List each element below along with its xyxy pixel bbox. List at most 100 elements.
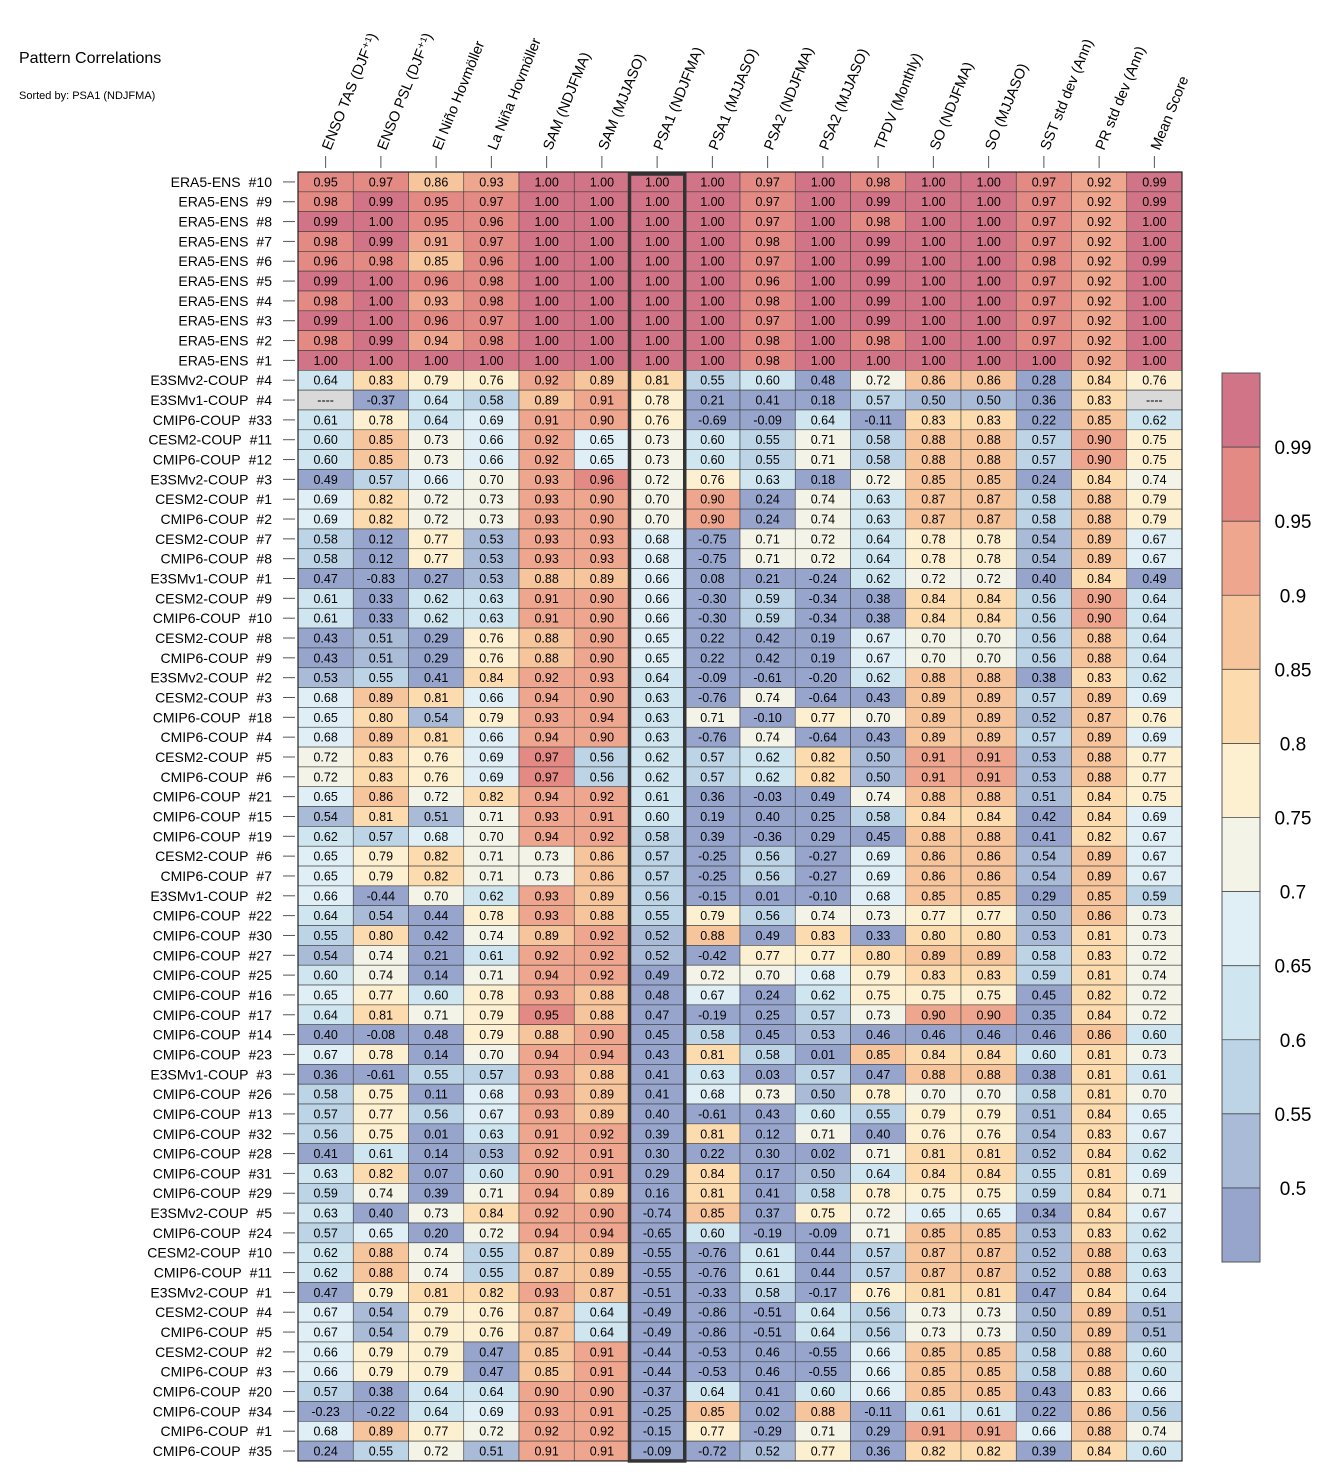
cell-value: 0.71 bbox=[811, 1127, 835, 1141]
cell-value: 0.24 bbox=[1032, 473, 1056, 487]
cell-value: 0.64 bbox=[645, 671, 669, 685]
cell-value: 1.00 bbox=[700, 215, 724, 229]
cell-value: 0.77 bbox=[811, 949, 835, 963]
cell-value: 0.64 bbox=[1142, 632, 1166, 646]
cell-value: 0.70 bbox=[479, 473, 503, 487]
cell-value: 0.79 bbox=[700, 909, 724, 923]
cell-value: 0.77 bbox=[811, 1445, 835, 1459]
cell-value: 0.60 bbox=[1142, 1028, 1166, 1042]
cell-value: 0.70 bbox=[424, 889, 448, 903]
cell-value: 0.81 bbox=[921, 1286, 945, 1300]
row-label: CMIP6-COUP #13 bbox=[153, 1106, 272, 1122]
cell-value: 0.92 bbox=[534, 1147, 558, 1161]
cell-value: 0.12 bbox=[369, 532, 393, 546]
cell-value: 0.57 bbox=[645, 869, 669, 883]
row-label: CMIP6-COUP #7 bbox=[161, 868, 273, 884]
cell-value: 0.91 bbox=[590, 810, 614, 824]
cell-value: 1.00 bbox=[645, 175, 669, 189]
cell-value: 0.77 bbox=[369, 988, 393, 1002]
cell-value: 0.51 bbox=[369, 651, 393, 665]
cell-value: 0.89 bbox=[590, 1187, 614, 1201]
cell-value: 0.80 bbox=[921, 929, 945, 943]
cell-value: 1.00 bbox=[424, 354, 448, 368]
cell-value: 0.73 bbox=[1142, 929, 1166, 943]
cell-value: 0.29 bbox=[424, 651, 448, 665]
cell-value: 0.51 bbox=[479, 1445, 503, 1459]
cell-value: 0.93 bbox=[534, 493, 558, 507]
cell-value: 0.41 bbox=[1032, 830, 1056, 844]
cell-value: 0.85 bbox=[976, 1365, 1000, 1379]
cell-value: 0.85 bbox=[921, 1385, 945, 1399]
cell-value: 0.95 bbox=[313, 175, 337, 189]
cell-value: 0.58 bbox=[1032, 949, 1056, 963]
cell-value: 0.50 bbox=[866, 770, 890, 784]
cell-value: 0.86 bbox=[1087, 909, 1111, 923]
cell-value: 0.70 bbox=[645, 513, 669, 527]
cell-value: 0.75 bbox=[811, 1207, 835, 1221]
cell-value: 0.74 bbox=[1142, 969, 1166, 983]
cell-value: 0.92 bbox=[1087, 275, 1111, 289]
cell-value: 0.01 bbox=[811, 1048, 835, 1062]
cell-value: 0.73 bbox=[976, 1306, 1000, 1320]
cell-value: 0.78 bbox=[976, 552, 1000, 566]
cell-value: 0.59 bbox=[755, 592, 779, 606]
row-label: CMIP6-COUP #11 bbox=[154, 1265, 272, 1281]
cell-value: 0.89 bbox=[590, 1246, 614, 1260]
cell-value: 0.76 bbox=[700, 473, 724, 487]
cell-value: 0.85 bbox=[976, 889, 1000, 903]
cell-value: -0.30 bbox=[698, 612, 727, 626]
cell-value: 0.84 bbox=[976, 810, 1000, 824]
cell-value: 1.00 bbox=[590, 195, 614, 209]
chart-title: Pattern Correlations bbox=[19, 50, 162, 67]
cell-value: 0.88 bbox=[700, 929, 724, 943]
cell-value: 0.76 bbox=[479, 1326, 503, 1340]
cell-value: 0.79 bbox=[369, 850, 393, 864]
cell-value: 0.68 bbox=[811, 969, 835, 983]
cell-value: 0.78 bbox=[976, 532, 1000, 546]
cell-value: 0.08 bbox=[700, 572, 724, 586]
cell-value: 0.88 bbox=[1087, 770, 1111, 784]
cell-value: 0.84 bbox=[976, 592, 1000, 606]
cell-value: 0.72 bbox=[479, 1226, 503, 1240]
cell-value: 0.81 bbox=[1087, 1068, 1111, 1082]
cell-value: 0.84 bbox=[1087, 374, 1111, 388]
cell-value: 0.64 bbox=[866, 532, 890, 546]
cell-value: 1.00 bbox=[811, 354, 835, 368]
cell-value: 0.59 bbox=[1142, 889, 1166, 903]
cell-value: 0.64 bbox=[1142, 612, 1166, 626]
cell-value: 0.70 bbox=[921, 632, 945, 646]
cell-value: 0.64 bbox=[313, 909, 337, 923]
cell-value: 0.63 bbox=[1142, 1266, 1166, 1280]
colorbar-bin bbox=[1222, 1187, 1260, 1262]
cell-value: 0.88 bbox=[921, 453, 945, 467]
cell-value: 0.92 bbox=[534, 671, 558, 685]
cell-value: 0.72 bbox=[1142, 1008, 1166, 1022]
cell-value: 0.60 bbox=[700, 453, 724, 467]
cell-value: 0.94 bbox=[534, 1187, 558, 1201]
cell-value: 0.22 bbox=[1032, 413, 1056, 427]
cell-value: 0.64 bbox=[811, 413, 835, 427]
cell-value: 0.86 bbox=[590, 869, 614, 883]
cell-value: 0.98 bbox=[479, 275, 503, 289]
cell-value: 0.99 bbox=[866, 314, 890, 328]
cell-value: 0.29 bbox=[811, 830, 835, 844]
cell-value: 0.88 bbox=[921, 790, 945, 804]
cell-value: 1.00 bbox=[645, 255, 669, 269]
cell-value: 0.72 bbox=[424, 1445, 448, 1459]
cell-value: 0.68 bbox=[313, 1425, 337, 1439]
cell-value: -0.34 bbox=[809, 592, 838, 606]
cell-value: 0.85 bbox=[369, 433, 393, 447]
row-label: CMIP6-COUP #28 bbox=[153, 1146, 272, 1162]
cell-value: 0.51 bbox=[369, 632, 393, 646]
cell-value: 0.60 bbox=[424, 988, 448, 1002]
cell-value: 0.98 bbox=[313, 294, 337, 308]
cell-value: 0.74 bbox=[1142, 473, 1166, 487]
cell-value: 0.03 bbox=[755, 1068, 779, 1082]
cell-value: 0.88 bbox=[976, 1068, 1000, 1082]
cell-value: 0.61 bbox=[976, 1405, 1000, 1419]
cell-value: 0.51 bbox=[1142, 1326, 1166, 1340]
cell-value: 0.49 bbox=[645, 969, 669, 983]
cell-value: 0.54 bbox=[1032, 1127, 1056, 1141]
cell-value: 0.84 bbox=[1087, 790, 1111, 804]
cell-value: 1.00 bbox=[811, 294, 835, 308]
